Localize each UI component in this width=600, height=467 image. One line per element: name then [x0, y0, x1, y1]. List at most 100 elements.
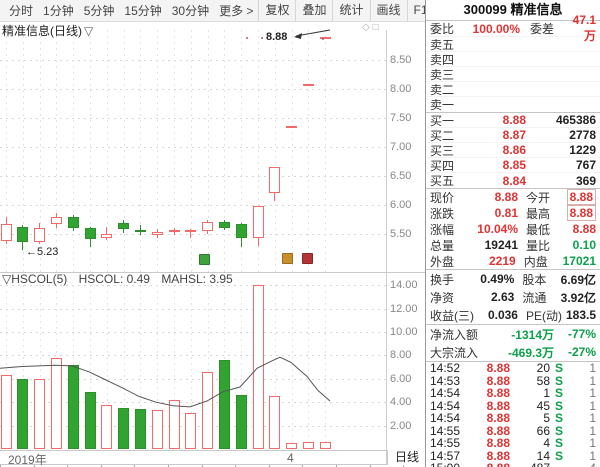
indicator-name[interactable]: ▽HSCOL(5)	[2, 272, 68, 286]
order-book-row-sell[interactable]: 卖一	[426, 97, 600, 112]
price-axis-label: 8.00	[390, 83, 412, 96]
tick-time: 14:54	[430, 386, 461, 401]
stock-code-name[interactable]: 300099 精准信息	[426, 0, 600, 21]
tick-direction: S	[554, 398, 563, 413]
money-flow-block: 净流入额 -1314万 -77% 大宗流入 -469.3万 -27%	[426, 325, 600, 362]
candle-body[interactable]	[50, 217, 62, 224]
candle-body[interactable]	[185, 230, 197, 233]
window-icon[interactable]: □	[372, 22, 379, 33]
volume-indicator-header: ▽HSCOL(5) HSCOL: 0.49 MAHSL: 3.95	[2, 272, 241, 286]
order-book-row-sell[interactable]: 卖二	[426, 82, 600, 97]
period-15min[interactable]: 15分钟	[124, 4, 162, 18]
period-5min[interactable]: 5分钟	[83, 4, 115, 18]
date-tick	[202, 465, 203, 467]
period-box[interactable]: 日线	[387, 450, 425, 465]
volume-bar[interactable]	[218, 360, 230, 449]
candle-body[interactable]	[67, 217, 79, 229]
volume-bar[interactable]	[202, 371, 214, 449]
volume-bar[interactable]	[269, 396, 281, 449]
candle-body[interactable]	[151, 232, 163, 235]
event-marker-icon[interactable]	[302, 253, 313, 264]
price-axis-label: 6.50	[390, 170, 412, 183]
candle-body[interactable]	[235, 224, 247, 238]
adjust-button[interactable]: 复权	[258, 0, 296, 21]
more-periods[interactable]: 更多 >	[219, 4, 254, 18]
vertical-gridline	[292, 30, 293, 272]
date-tick	[34, 465, 35, 467]
overlay-button[interactable]: 叠加	[295, 0, 333, 21]
candle-body[interactable]	[17, 227, 29, 243]
info-row: 收益(三) 0.036 PE(动) 183.5	[426, 306, 600, 324]
tick-row: 14:57 8.88 14 S 1	[426, 448, 600, 463]
candle-body[interactable]	[101, 233, 113, 238]
volume-bar[interactable]	[151, 410, 163, 449]
tick-count: 1	[589, 398, 596, 413]
buy-volume: 369	[575, 173, 596, 188]
candle-dash[interactable]	[286, 125, 298, 128]
candle-body[interactable]	[168, 230, 180, 233]
candle-body[interactable]	[218, 221, 230, 228]
volume-bar[interactable]	[101, 404, 113, 449]
volume-bar[interactable]	[286, 443, 298, 449]
buy-price: 8.88	[502, 113, 526, 127]
vertical-gridline	[308, 285, 309, 449]
volume-bar[interactable]	[84, 391, 96, 449]
volume-bar[interactable]	[252, 285, 264, 449]
vertical-gridline	[275, 30, 276, 272]
candle-body[interactable]	[252, 206, 264, 239]
draw-line-button[interactable]: 画线	[369, 0, 407, 21]
date-tick	[134, 465, 135, 467]
candle-body[interactable]	[269, 166, 281, 193]
volume-bar[interactable]	[168, 399, 180, 449]
volume-bar[interactable]	[235, 395, 247, 449]
volume-bar[interactable]	[17, 378, 29, 449]
event-marker-icon[interactable]	[199, 254, 210, 265]
info-row: 现价 8.88 今开 8.88	[426, 189, 600, 205]
order-book-row-sell[interactable]: 卖三	[426, 67, 600, 82]
order-book-row-buy[interactable]: 买三 8.86 1229	[426, 143, 600, 158]
candle-body[interactable]	[34, 228, 46, 243]
candle-dash[interactable]	[302, 83, 314, 86]
volume-bar[interactable]	[319, 441, 331, 449]
info-value: 0.49%	[480, 272, 515, 286]
candle-dash[interactable]	[319, 37, 331, 40]
volume-bar[interactable]	[50, 357, 62, 449]
tick-direction: S	[554, 448, 563, 463]
volume-bar[interactable]	[118, 408, 130, 449]
candle-body[interactable]	[202, 221, 214, 232]
period-selector: 分时 1分钟 5分钟 15分钟 30分钟 更多 >	[0, 0, 258, 21]
annotation-dot	[246, 37, 248, 39]
price-axis-label: 7.00	[390, 141, 412, 154]
order-book-row-sell[interactable]: 卖四	[426, 52, 600, 67]
volume-bar[interactable]	[134, 409, 146, 449]
buy-volume: 465386	[555, 113, 596, 127]
candle-body[interactable]	[84, 228, 96, 239]
volume-bar[interactable]	[67, 364, 79, 449]
order-book-row-sell[interactable]: 卖五	[426, 37, 600, 52]
order-book-row-buy[interactable]: 买五 8.84 369	[426, 173, 600, 189]
period-fenshi[interactable]: 分时	[9, 4, 34, 18]
volume-bar[interactable]	[185, 412, 197, 449]
stats-button[interactable]: 统计	[332, 0, 370, 21]
volume-pane-bottom-border	[0, 450, 425, 451]
candle-body[interactable]	[0, 223, 12, 242]
info-label: 净资	[430, 290, 455, 305]
period-1min[interactable]: 1分钟	[43, 4, 74, 18]
tick-volume: 4	[543, 436, 550, 451]
order-book-row-buy[interactable]: 买四 8.85 767	[426, 158, 600, 173]
event-marker-icon[interactable]	[282, 253, 293, 264]
diamond-icon[interactable]: ◇	[362, 22, 370, 33]
chart-title-dropdown[interactable]: ▽	[84, 24, 94, 38]
candle-body[interactable]	[118, 222, 130, 229]
tick-price: 8.88	[486, 448, 510, 463]
info-label: 股本	[522, 272, 547, 287]
order-book-row-buy[interactable]: 买一 8.88 465386	[426, 113, 600, 128]
volume-bar[interactable]	[0, 375, 12, 449]
chart-area[interactable]: 精准信息(日线) ▽ ◇ □ 8.50 8.00 7.50 7.00 6.50 6.00 5.…	[0, 22, 425, 467]
volume-bar[interactable]	[34, 378, 46, 449]
order-book-row-buy[interactable]: 买二 8.87 2778	[426, 128, 600, 143]
candle-body[interactable]	[134, 229, 146, 232]
tick-time: 14:57	[430, 448, 461, 463]
period-30min[interactable]: 30分钟	[171, 4, 210, 18]
volume-bar[interactable]	[302, 441, 314, 449]
